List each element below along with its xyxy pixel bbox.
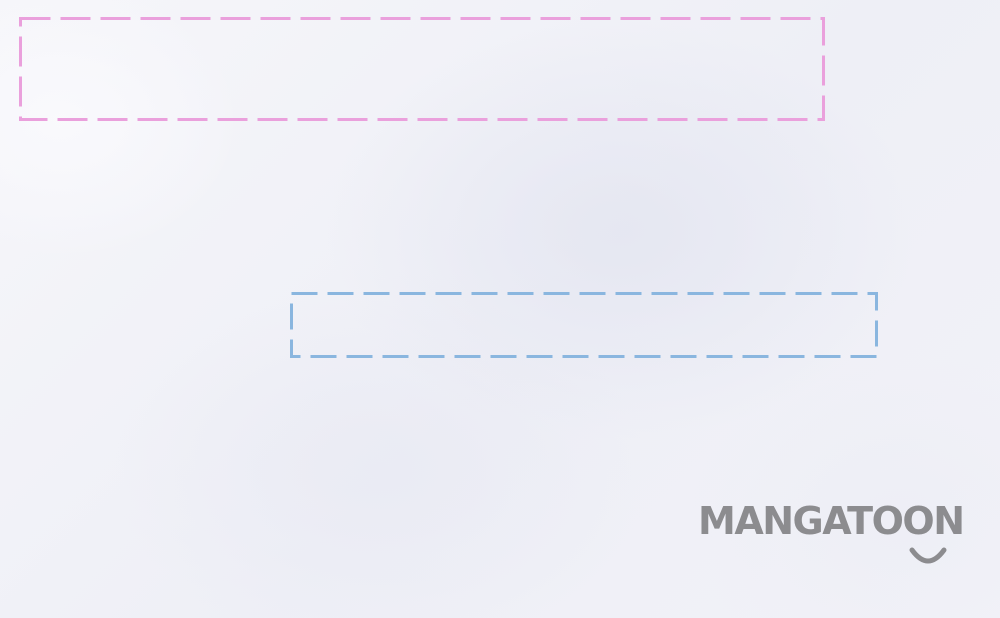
smile-icon — [909, 547, 947, 564]
logo-text: MANGATOON — [698, 499, 965, 543]
blue-dashed-text-box — [290, 292, 878, 358]
mangatoon-logo: MANGATOON — [698, 500, 998, 570]
pink-dashed-text-box — [19, 17, 825, 121]
